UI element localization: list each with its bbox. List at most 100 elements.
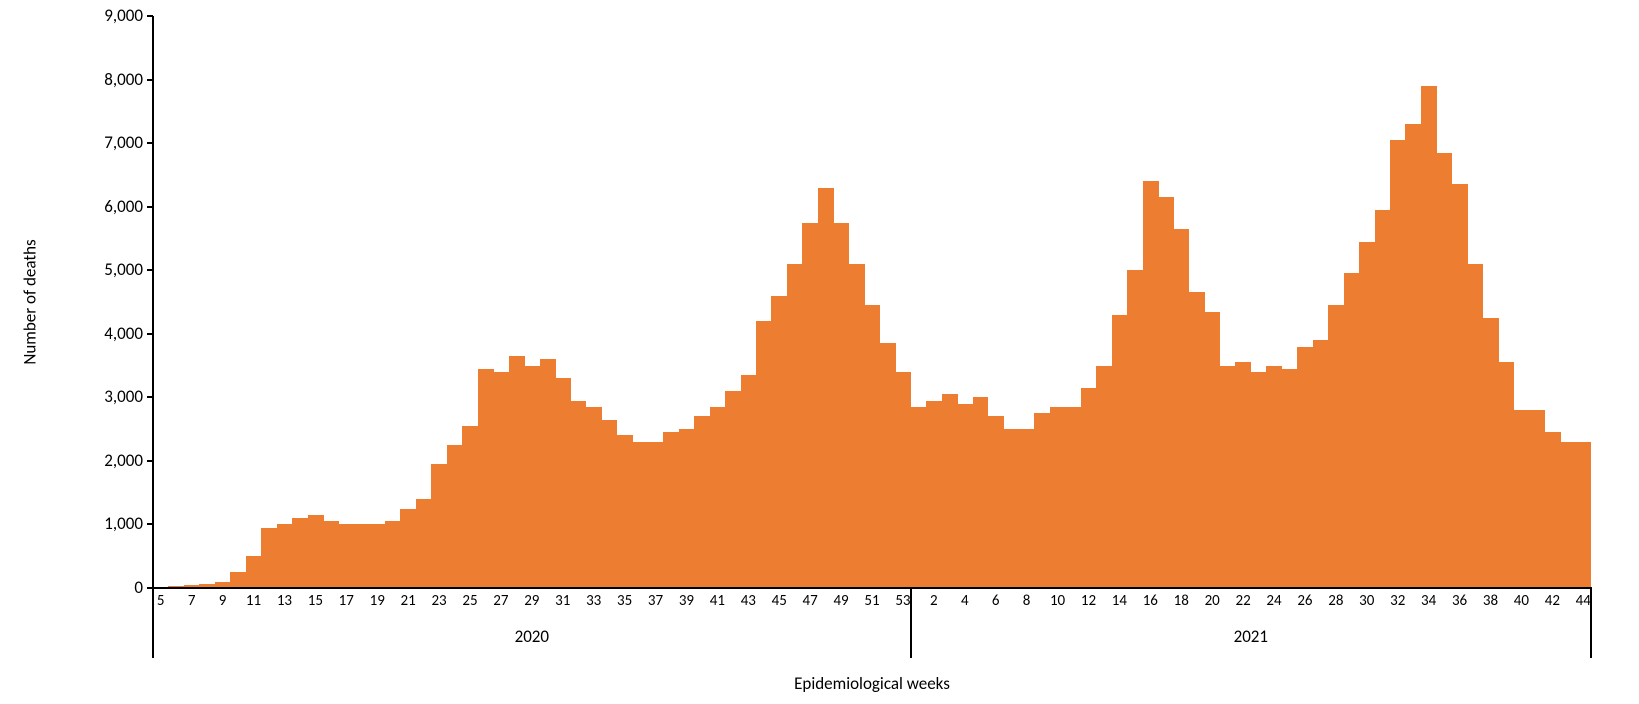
bar (447, 445, 463, 588)
bar (617, 435, 633, 588)
x-tick-label: 16 (1143, 592, 1158, 610)
x-tick-label: 35 (617, 592, 632, 610)
bar (416, 499, 432, 588)
bar (802, 223, 818, 588)
bar (462, 426, 478, 588)
x-tick-label: 27 (493, 592, 508, 610)
bar (1545, 432, 1561, 588)
bar (1529, 410, 1545, 588)
bar (710, 407, 726, 588)
x-tick-label: 2 (930, 592, 938, 610)
y-tick-label: 3,000 (93, 386, 143, 407)
bar (277, 524, 293, 588)
year-label: 2020 (515, 626, 549, 647)
bar (540, 359, 556, 588)
x-tick-label: 32 (1390, 592, 1405, 610)
bar (308, 515, 324, 588)
bar (1282, 369, 1298, 588)
bar (1297, 347, 1313, 589)
bar (833, 223, 849, 588)
x-tick-label: 39 (679, 592, 694, 610)
chart-container: Number of deaths Epidemiological weeks 0… (0, 0, 1639, 704)
x-tick-label: 18 (1174, 592, 1189, 610)
x-tick-label: 31 (555, 592, 570, 610)
bar (1174, 229, 1190, 588)
bar (1576, 442, 1592, 588)
bar (1220, 366, 1236, 588)
y-tick (147, 460, 153, 462)
x-tick-label: 53 (895, 592, 910, 610)
x-tick-label: 5 (157, 592, 165, 610)
y-tick (147, 523, 153, 525)
y-tick (147, 142, 153, 144)
x-tick-label: 17 (339, 592, 354, 610)
bar (601, 420, 617, 588)
bar (1003, 429, 1019, 588)
bar (756, 321, 772, 588)
bar (1096, 366, 1112, 588)
bar (1498, 362, 1514, 588)
x-tick-label: 4 (961, 592, 969, 610)
y-tick-label: 7,000 (93, 132, 143, 153)
y-tick-label: 9,000 (93, 5, 143, 26)
bar (292, 518, 308, 588)
bar (323, 521, 339, 588)
bar (369, 524, 385, 588)
x-tick-label: 28 (1328, 592, 1343, 610)
x-tick-label: 30 (1359, 592, 1374, 610)
x-tick-label: 14 (1112, 592, 1127, 610)
bar (570, 401, 586, 588)
bar (524, 366, 540, 588)
bar (632, 442, 648, 588)
y-tick (147, 15, 153, 17)
bar (1081, 388, 1097, 588)
bar (988, 416, 1004, 588)
y-tick (147, 79, 153, 81)
bar (771, 296, 787, 588)
bar (246, 556, 262, 588)
bar (880, 343, 896, 588)
x-tick-label: 20 (1205, 592, 1220, 610)
y-tick (147, 206, 153, 208)
bar (1127, 270, 1143, 588)
bar (1019, 429, 1035, 588)
bar (926, 401, 942, 588)
bar (741, 375, 757, 588)
y-tick (147, 587, 153, 589)
bar (1359, 242, 1375, 588)
bar (1514, 410, 1530, 588)
bar (261, 528, 277, 588)
bar (911, 407, 927, 588)
bar (1560, 442, 1576, 588)
x-tick-label: 49 (833, 592, 848, 610)
x-axis-line (152, 587, 1592, 589)
bar (1328, 305, 1344, 588)
bar (973, 397, 989, 588)
bar (1344, 273, 1360, 588)
y-tick (147, 396, 153, 398)
bar (1421, 86, 1437, 588)
x-tick-label: 25 (462, 592, 477, 610)
bar (895, 372, 911, 588)
x-tick-label: 40 (1514, 592, 1529, 610)
bar (1452, 184, 1468, 588)
bar (230, 572, 246, 588)
bar (694, 416, 710, 588)
x-tick-label: 45 (772, 592, 787, 610)
plot-area (153, 16, 1591, 588)
x-tick-label: 43 (741, 592, 756, 610)
bar (1143, 181, 1159, 588)
bar (400, 509, 416, 588)
x-tick-label: 23 (431, 592, 446, 610)
bar (942, 394, 958, 588)
x-tick-label: 37 (648, 592, 663, 610)
y-axis-line (152, 16, 154, 658)
bar (663, 432, 679, 588)
bar (509, 356, 525, 588)
bar (1189, 292, 1205, 588)
x-tick-label: 47 (803, 592, 818, 610)
bar (478, 369, 494, 588)
bar (1483, 318, 1499, 588)
x-tick-label: 38 (1483, 592, 1498, 610)
bar (1467, 264, 1483, 588)
